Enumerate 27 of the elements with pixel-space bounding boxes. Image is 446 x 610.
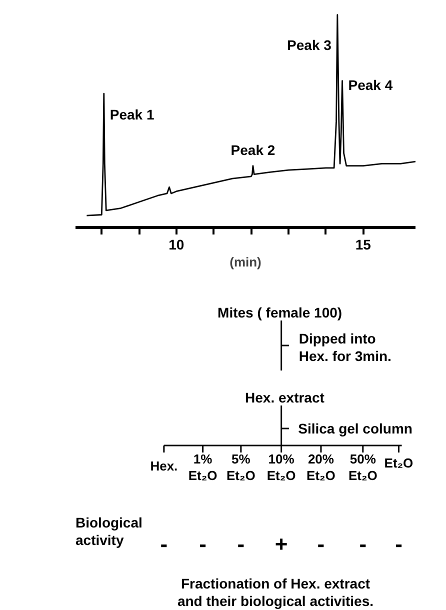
annotation: Peak 3: [287, 36, 332, 53]
text: Hex.: [150, 458, 178, 474]
text: 10% Et₂O: [266, 452, 296, 483]
text: 20% Et₂O: [306, 452, 336, 483]
text: -: [237, 532, 245, 556]
text: -: [199, 532, 206, 556]
text: -: [359, 532, 367, 556]
text: -: [395, 532, 402, 556]
annotation: Peak 2: [230, 142, 276, 158]
text: Et₂O: [384, 456, 414, 470]
text: -: [160, 532, 168, 556]
text: Silica gel column: [298, 420, 412, 436]
text: +: [274, 532, 288, 556]
annotation: Peak 1: [110, 106, 154, 123]
text: -: [317, 532, 325, 556]
text: Biological activity: [76, 514, 142, 548]
text: 50% Et₂O: [348, 452, 378, 483]
text: 1% Et₂O: [188, 452, 218, 483]
x-tick-label: 15: [355, 236, 372, 252]
text: Hex. extract: [245, 390, 325, 406]
text: 5% Et₂O: [226, 452, 256, 483]
x-axis-title: (min): [230, 254, 262, 270]
text: Dipped into Hex. for 3min.: [298, 330, 392, 364]
x-tick-label: 10: [168, 236, 184, 252]
text: Fractionation of Hex. extract and their biological activities.: [177, 576, 374, 610]
text: Mites ( female 100): [218, 304, 342, 320]
annotation: Peak 4: [348, 76, 393, 93]
